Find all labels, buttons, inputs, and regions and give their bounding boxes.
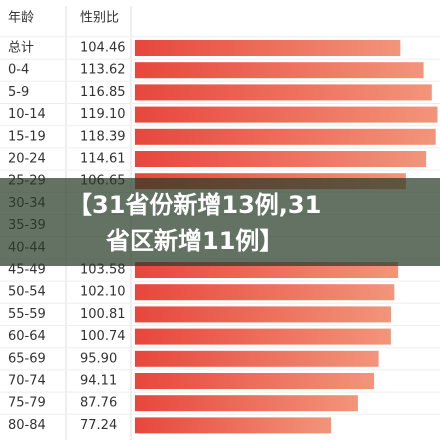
value-label: 119.10 xyxy=(80,107,126,122)
category-label: 5-9 xyxy=(8,85,29,100)
category-label: 45-49 xyxy=(8,263,46,278)
value-label: 103.58 xyxy=(80,263,126,278)
value-label: 77.24 xyxy=(80,418,117,433)
bar xyxy=(135,84,432,101)
value-label: 95.90 xyxy=(80,351,117,366)
value-header: 性别比 xyxy=(80,11,119,26)
category-label: 总计 xyxy=(8,41,34,56)
category-label: 10-14 xyxy=(8,107,46,122)
value-label: 100.81 xyxy=(80,307,126,322)
value-label: 100.74 xyxy=(80,329,126,344)
value-label: 104.46 xyxy=(80,41,126,56)
value-label: 116.85 xyxy=(80,85,126,100)
bar xyxy=(135,284,395,301)
category-label: 0-4 xyxy=(8,63,29,78)
category-label: 60-64 xyxy=(8,329,46,344)
bar xyxy=(135,151,427,167)
value-label: 118.39 xyxy=(80,129,126,144)
banner-text: 省区新增11例】 xyxy=(105,227,283,255)
bar xyxy=(135,62,424,79)
bar xyxy=(135,373,375,389)
category-label: 75-79 xyxy=(8,396,46,411)
category-label: 15-19 xyxy=(8,129,46,144)
banner-background xyxy=(0,178,440,266)
category-label: 20-24 xyxy=(8,152,46,167)
banner-text: 【31省份新增13例,31 xyxy=(68,191,321,219)
bar xyxy=(135,128,436,145)
value-label: 113.62 xyxy=(80,63,126,78)
value-label: 102.10 xyxy=(80,285,126,300)
category-label: 70-74 xyxy=(8,374,46,389)
bar xyxy=(135,417,332,434)
bar xyxy=(135,106,438,123)
category-header: 年龄 xyxy=(8,11,34,26)
value-label: 94.11 xyxy=(80,374,117,389)
category-label: 80-84 xyxy=(8,418,46,433)
category-label: 50-54 xyxy=(8,285,46,300)
value-label: 114.61 xyxy=(80,152,126,167)
category-label: 65-69 xyxy=(8,351,46,366)
bar xyxy=(135,328,391,345)
value-label: 87.76 xyxy=(80,396,117,411)
bar xyxy=(135,306,392,323)
bar xyxy=(135,395,358,412)
bar xyxy=(135,40,401,56)
bar xyxy=(135,350,379,367)
category-label: 55-59 xyxy=(8,307,46,322)
